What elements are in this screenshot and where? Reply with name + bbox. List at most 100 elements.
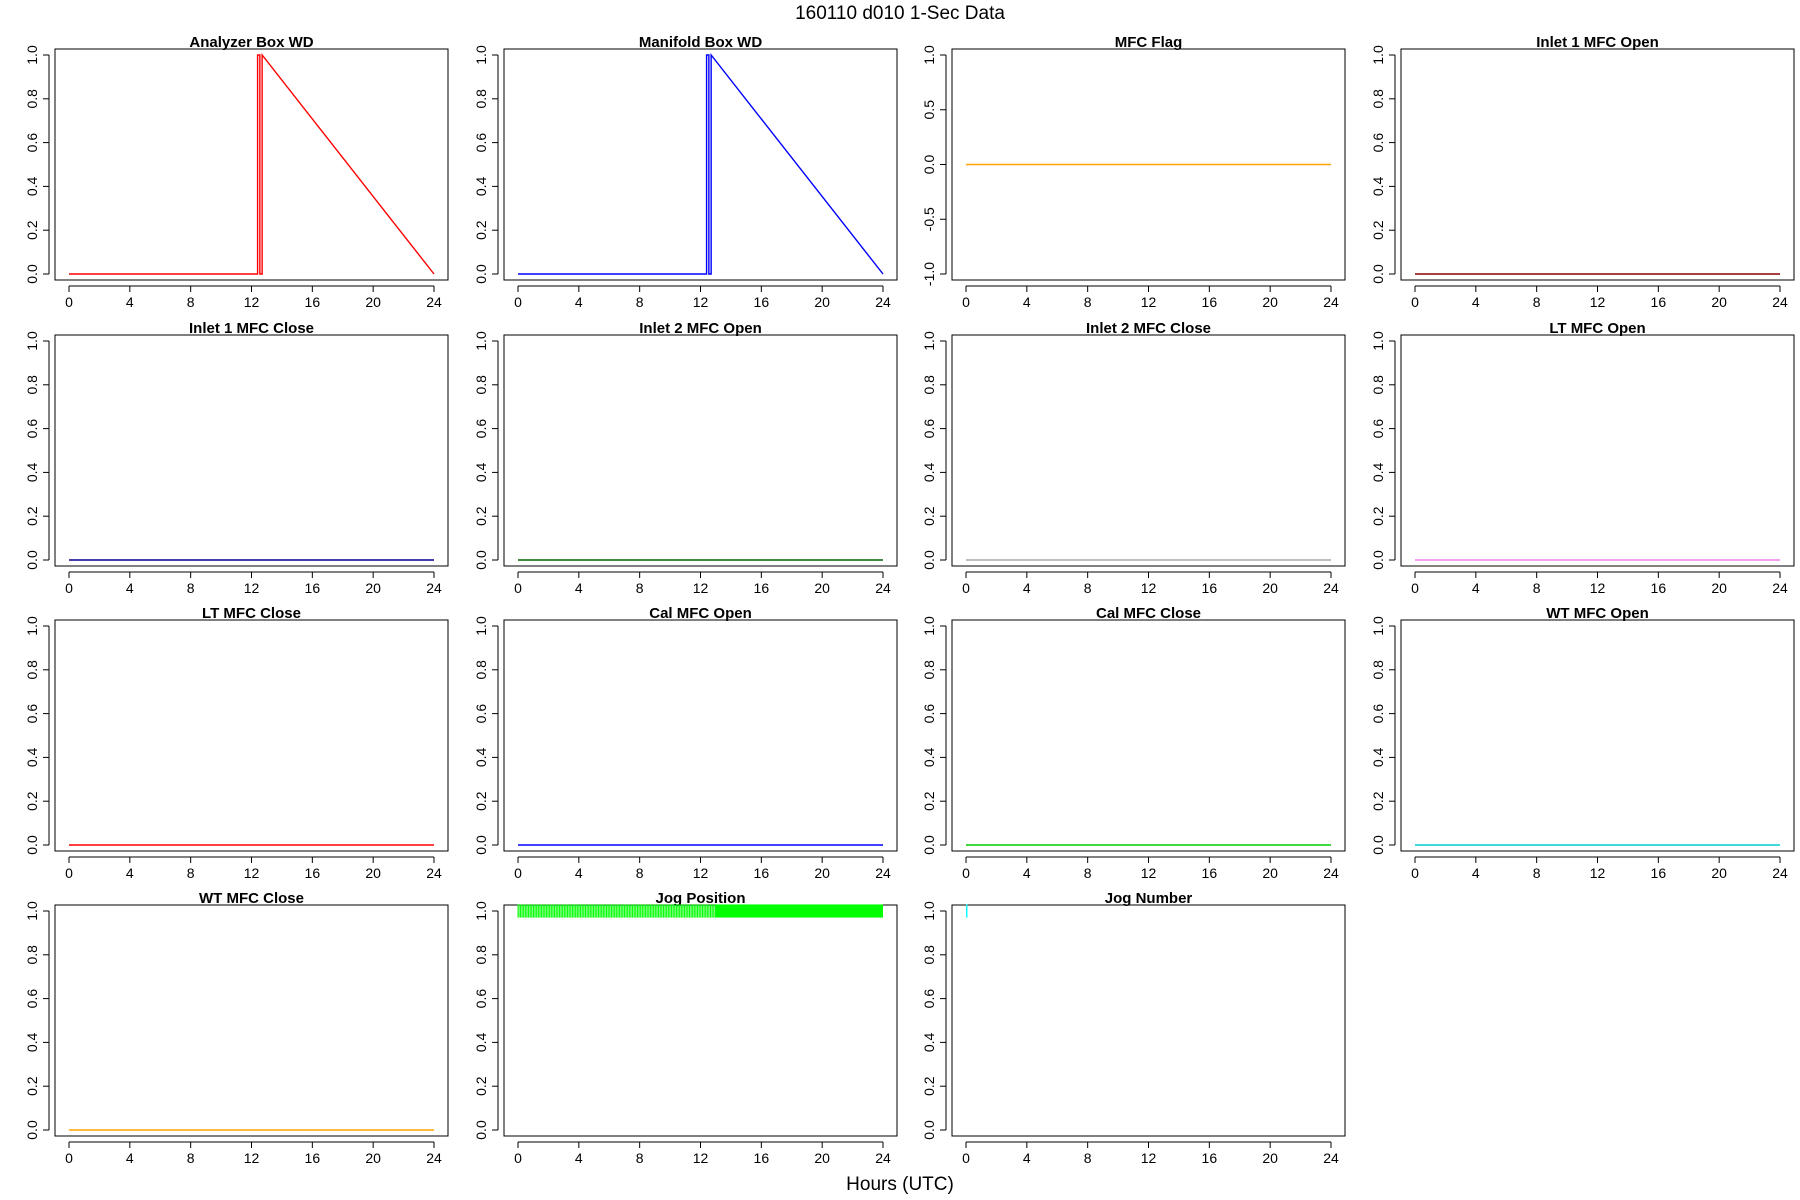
y-tick-label: 0.4 — [473, 176, 489, 196]
y-tick-label: 0.4 — [24, 1032, 40, 1052]
panels-grid: Analyzer Box WD 0 4 8 12 16 20 24 0.0 0.2 0.4 0.6 0.… — [24, 34, 1795, 1166]
x-tick-label: 24 — [875, 294, 891, 310]
x-tick-label: 8 — [187, 580, 195, 596]
panel-title: Inlet 1 MFC Close — [189, 320, 314, 337]
x-tick-label: 20 — [1262, 1150, 1278, 1166]
panel-0: Analyzer Box WD 0 4 8 12 16 20 24 0.0 0.2 0.4 0.6 0.… — [24, 34, 449, 310]
y-tick-label: 0.8 — [473, 945, 489, 965]
panel-frame — [54, 334, 449, 567]
y-tick-label: 0.0 — [473, 264, 489, 284]
x-tick-label: 24 — [1772, 294, 1788, 310]
x-tick-label: 8 — [636, 294, 644, 310]
x-tick-label: 16 — [1202, 1150, 1218, 1166]
panel-frame — [951, 619, 1346, 852]
x-tick-label: 24 — [426, 580, 442, 596]
x-tick-label: 24 — [1323, 865, 1339, 881]
y-tick-label: 0.0 — [921, 1120, 937, 1140]
y-tick-label: 1.0 — [1370, 331, 1386, 351]
x-tick-label: 20 — [814, 580, 830, 596]
x-tick-label: 0 — [1411, 580, 1419, 596]
x-tick-label: 20 — [365, 1150, 381, 1166]
y-tick-label: 0.4 — [921, 462, 937, 482]
series-line — [69, 52, 435, 275]
y-tick-label: 0.0 — [24, 835, 40, 855]
x-tick-label: 16 — [305, 865, 321, 881]
y-tick-label: 0.5 — [921, 100, 937, 120]
panel-title: Inlet 2 MFC Close — [1086, 320, 1211, 337]
y-tick-label: 0.4 — [1370, 747, 1386, 767]
y-tick-label: 1.0 — [24, 616, 40, 636]
x-tick-label: 12 — [1141, 580, 1157, 596]
y-tick-label: 0.6 — [921, 704, 937, 724]
y-tick-label: 0.8 — [921, 375, 937, 395]
y-tick-label: 1.0 — [473, 901, 489, 921]
x-tick-label: 12 — [1141, 294, 1157, 310]
panel-6: Inlet 2 MFC Close 0 4 8 12 16 20 24 0.0 0.2 0.4 0.6… — [921, 320, 1346, 596]
panel-frame — [951, 904, 1346, 1137]
panel-1: Manifold Box WD 0 4 8 12 16 20 24 0.0 0.2 0.4 0.6 0.… — [473, 34, 898, 310]
x-tick-label: 0 — [1411, 294, 1419, 310]
x-tick-label: 16 — [754, 865, 770, 881]
panel-title: Analyzer Box WD — [189, 34, 313, 51]
x-tick-label: 4 — [575, 294, 583, 310]
x-tick-label: 16 — [1202, 865, 1218, 881]
y-tick-label: 0.4 — [473, 462, 489, 482]
x-tick-label: 24 — [1323, 1150, 1339, 1166]
y-tick-label: 0.6 — [24, 419, 40, 439]
x-tick-label: 12 — [244, 294, 260, 310]
x-tick-label: 4 — [1472, 294, 1480, 310]
x-tick-label: 24 — [1772, 580, 1788, 596]
panel-3: Inlet 1 MFC Open 0 4 8 12 16 20 24 0.0 0.2 0.4 0.6 0… — [1370, 34, 1795, 310]
panel-12: WT MFC Close 0 4 8 12 16 20 24 0.0 0.2 0.4 0.6 0.8 1.… — [24, 890, 449, 1166]
x-tick-label: 0 — [65, 580, 73, 596]
x-tick-label: 16 — [1651, 294, 1667, 310]
y-tick-label: 0.8 — [473, 375, 489, 395]
x-tick-label: 4 — [1472, 580, 1480, 596]
panel-title: WT MFC Open — [1546, 605, 1648, 622]
y-tick-label: 0.8 — [1370, 660, 1386, 680]
y-tick-label: 0.6 — [1370, 704, 1386, 724]
x-tick-label: 4 — [1472, 865, 1480, 881]
y-tick-label: 1.0 — [473, 45, 489, 65]
x-tick-label: 0 — [65, 294, 73, 310]
panel-title: Jog Position — [656, 890, 746, 907]
panel-frame — [54, 904, 449, 1137]
panel-frame — [503, 904, 898, 1137]
y-tick-label: 0.4 — [1370, 176, 1386, 196]
y-tick-label: 0.2 — [473, 791, 489, 811]
x-tick-label: 16 — [754, 294, 770, 310]
y-tick-label: 0.8 — [24, 945, 40, 965]
y-tick-label: 0.2 — [1370, 791, 1386, 811]
panel-title: Cal MFC Close — [1096, 605, 1201, 622]
x-tick-label: 16 — [305, 1150, 321, 1166]
x-tick-label: 4 — [575, 1150, 583, 1166]
y-tick-label: 0.8 — [1370, 89, 1386, 109]
x-tick-label: 0 — [65, 865, 73, 881]
x-tick-label: 16 — [1202, 294, 1218, 310]
x-tick-label: 20 — [1262, 294, 1278, 310]
panel-2: MFC Flag 0 4 8 12 16 20 24 -1.0 -0.5 0.0 0.5 1.0 — [921, 34, 1346, 310]
x-tick-label: 0 — [1411, 865, 1419, 881]
figure-title: 160110 d010 1-Sec Data — [795, 3, 1005, 24]
x-tick-label: 12 — [1590, 865, 1606, 881]
y-tick-label: 0.6 — [24, 704, 40, 724]
y-tick-label: 0.0 — [921, 835, 937, 855]
x-tick-label: 20 — [1711, 294, 1727, 310]
panel-13: Jog Position 0 4 8 12 16 20 24 0.0 0.2 0.4 0.6 0.8 1.… — [473, 890, 898, 1166]
panel-frame — [54, 619, 449, 852]
x-tick-label: 4 — [126, 865, 134, 881]
x-tick-label: 8 — [636, 865, 644, 881]
y-tick-label: 0.2 — [921, 1076, 937, 1096]
x-tick-label: 0 — [962, 1150, 970, 1166]
y-tick-label: 0.8 — [921, 945, 937, 965]
y-tick-label: 0.2 — [1370, 506, 1386, 526]
panel-frame — [503, 334, 898, 567]
y-tick-label: 0.2 — [921, 506, 937, 526]
y-tick-label: 1.0 — [921, 45, 937, 65]
y-tick-label: 0.4 — [921, 1032, 937, 1052]
x-tick-label: 16 — [1651, 580, 1667, 596]
y-tick-label: 0.6 — [921, 419, 937, 439]
y-tick-label: 1.0 — [473, 331, 489, 351]
panel-frame — [1400, 619, 1795, 852]
y-tick-label: 1.0 — [1370, 45, 1386, 65]
